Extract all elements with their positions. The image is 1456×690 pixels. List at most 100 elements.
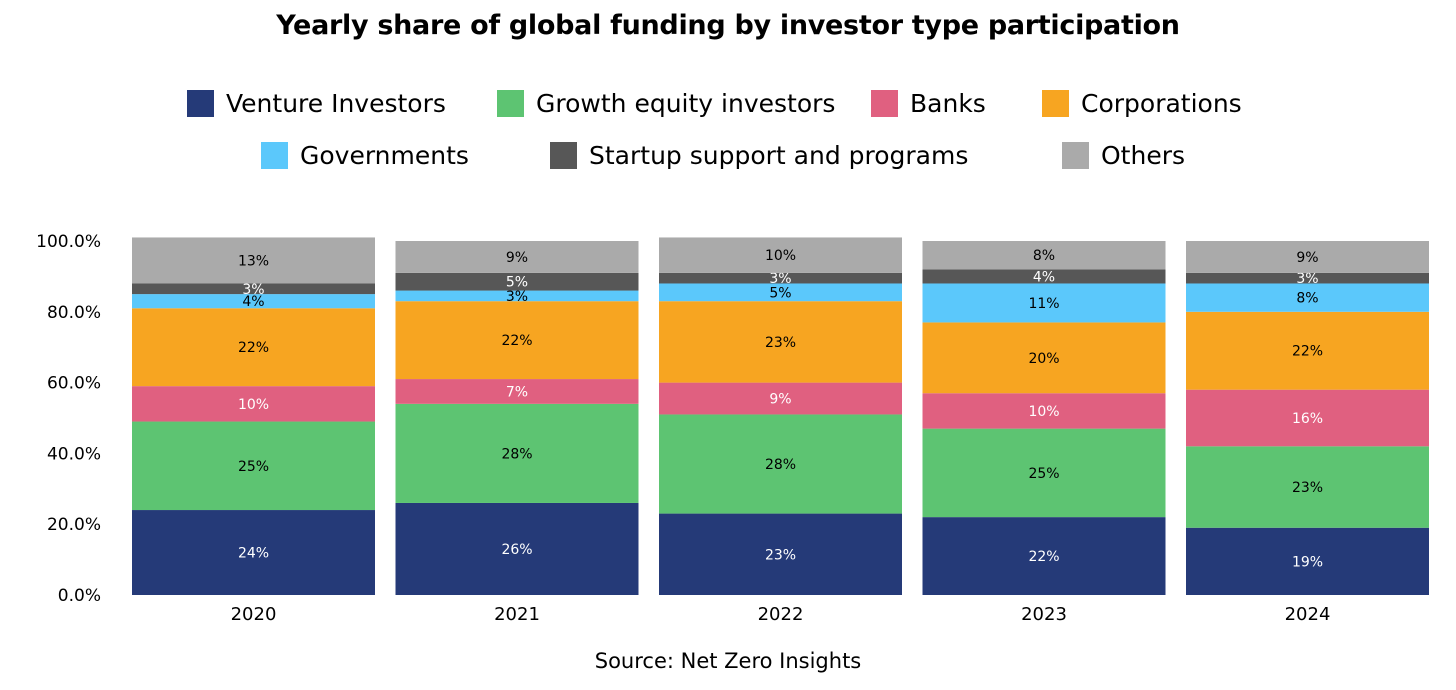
bar-segment xyxy=(132,421,375,511)
data-label: 19% xyxy=(1292,554,1323,570)
data-label: 9% xyxy=(769,392,791,408)
data-label: 10% xyxy=(765,248,796,264)
legend-row-1: Venture Investors Growth equity investor… xyxy=(0,86,1456,120)
data-label: 5% xyxy=(506,275,528,291)
bar-segment xyxy=(659,301,902,383)
data-label: 20% xyxy=(1028,351,1059,367)
x-tick-label: 2021 xyxy=(494,604,540,625)
legend-swatch xyxy=(187,89,214,117)
bar-segment xyxy=(395,301,639,380)
bar-segment xyxy=(1186,527,1429,595)
data-label: 10% xyxy=(238,397,269,413)
y-tick-label: 40.0% xyxy=(47,444,101,464)
y-tick-label: 60.0% xyxy=(47,374,101,394)
legend-label: Corporations xyxy=(1081,88,1242,118)
bar-segment xyxy=(922,283,1166,323)
x-tick-label: 2024 xyxy=(1285,604,1331,625)
data-label: 22% xyxy=(1292,344,1323,360)
data-label: 22% xyxy=(1028,549,1059,565)
legend-swatch xyxy=(871,89,898,117)
legend-item-corporations: Corporations xyxy=(1042,86,1242,120)
bar-segment xyxy=(659,414,902,514)
data-label: 10% xyxy=(1028,404,1059,420)
data-label: 3% xyxy=(769,271,791,287)
bar-segment xyxy=(1186,241,1429,273)
x-tick-label: 2023 xyxy=(1021,604,1067,625)
bar-segment xyxy=(922,517,1166,595)
data-label: 28% xyxy=(765,457,796,473)
legend-swatch xyxy=(1042,89,1069,117)
source-note: Source: Net Zero Insights xyxy=(594,649,862,673)
legend-item-banks: Banks xyxy=(871,86,986,120)
data-label: 9% xyxy=(1296,250,1318,266)
data-label: 22% xyxy=(238,340,269,356)
legend-item-governments: Governments xyxy=(261,138,469,172)
x-tick-label: 2022 xyxy=(758,604,804,625)
bar-segment xyxy=(395,272,639,291)
bar-segment xyxy=(132,510,375,595)
data-label: 9% xyxy=(506,250,528,266)
bar-segment xyxy=(922,428,1166,518)
bar-segment xyxy=(1186,311,1429,390)
legend-label: Governments xyxy=(300,140,469,170)
y-tick-label: 20.0% xyxy=(47,515,101,535)
bar-segment xyxy=(395,241,639,273)
legend-swatch xyxy=(1062,141,1089,169)
y-tick-label: 80.0% xyxy=(47,303,101,323)
bar-segment xyxy=(659,382,902,415)
data-label: 13% xyxy=(238,253,269,269)
stacked-bar-chart: 0.0% 20.0% 40.0% 60.0% 80.0% 100.0% 24% 25% 10% 2… xyxy=(36,232,1429,625)
data-label: 28% xyxy=(501,446,532,462)
legend-label: Others xyxy=(1101,140,1186,170)
bar-segment xyxy=(132,237,375,284)
bar-segment xyxy=(922,269,1166,284)
data-label: 23% xyxy=(765,335,796,351)
bar-segment xyxy=(1186,272,1429,284)
legend-item-venture-investors: Venture Investors xyxy=(187,86,446,120)
legend-label: Startup support and programs xyxy=(589,140,969,170)
bar-segment xyxy=(659,513,902,595)
data-label: 8% xyxy=(1296,291,1318,307)
bar-segment xyxy=(395,502,639,595)
data-label: 25% xyxy=(238,459,269,475)
y-tick-label: 100.0% xyxy=(36,232,101,252)
data-label: 26% xyxy=(501,542,532,558)
bar-segment xyxy=(395,290,639,302)
bar-segment xyxy=(659,237,902,273)
legend-label: Venture Investors xyxy=(226,88,446,118)
data-label: 3% xyxy=(1296,271,1318,287)
data-label: 25% xyxy=(1028,466,1059,482)
data-label: 24% xyxy=(238,546,269,562)
data-label: 4% xyxy=(242,294,264,310)
bar-segment xyxy=(132,308,375,387)
data-label: 22% xyxy=(501,333,532,349)
data-label: 23% xyxy=(1292,480,1323,496)
legend-item-growth-equity-investors: Growth equity investors xyxy=(497,86,835,120)
bar-segment xyxy=(395,403,639,503)
y-tick-label: 0.0% xyxy=(58,586,101,606)
legend-row-2: Governments Startup support and programs… xyxy=(0,138,1456,172)
bar-segment xyxy=(922,241,1166,270)
bar-segment xyxy=(922,322,1166,394)
chart-title: Yearly share of global funding by invest… xyxy=(276,10,1180,41)
legend-swatch xyxy=(550,141,577,169)
bar-segment xyxy=(1186,446,1429,528)
data-label: 7% xyxy=(506,384,528,400)
data-label: 5% xyxy=(769,285,791,301)
data-label: 16% xyxy=(1292,411,1323,427)
bar-segment xyxy=(132,386,375,422)
bar-segment xyxy=(132,294,375,309)
bar-segment xyxy=(1186,283,1429,312)
bar-segment xyxy=(659,283,902,302)
legend-label: Growth equity investors xyxy=(536,88,836,118)
bar-segment xyxy=(395,379,639,404)
x-tick-label: 2020 xyxy=(231,604,277,625)
data-label: 11% xyxy=(1028,296,1059,312)
legend-swatch xyxy=(497,89,524,117)
data-label: 8% xyxy=(1033,248,1055,264)
bar-segment xyxy=(922,393,1166,429)
legend-item-others: Others xyxy=(1062,138,1185,172)
legend-item-startup-support: Startup support and programs xyxy=(550,138,968,172)
data-label: 4% xyxy=(1033,269,1055,285)
bar-segment xyxy=(1186,389,1429,447)
